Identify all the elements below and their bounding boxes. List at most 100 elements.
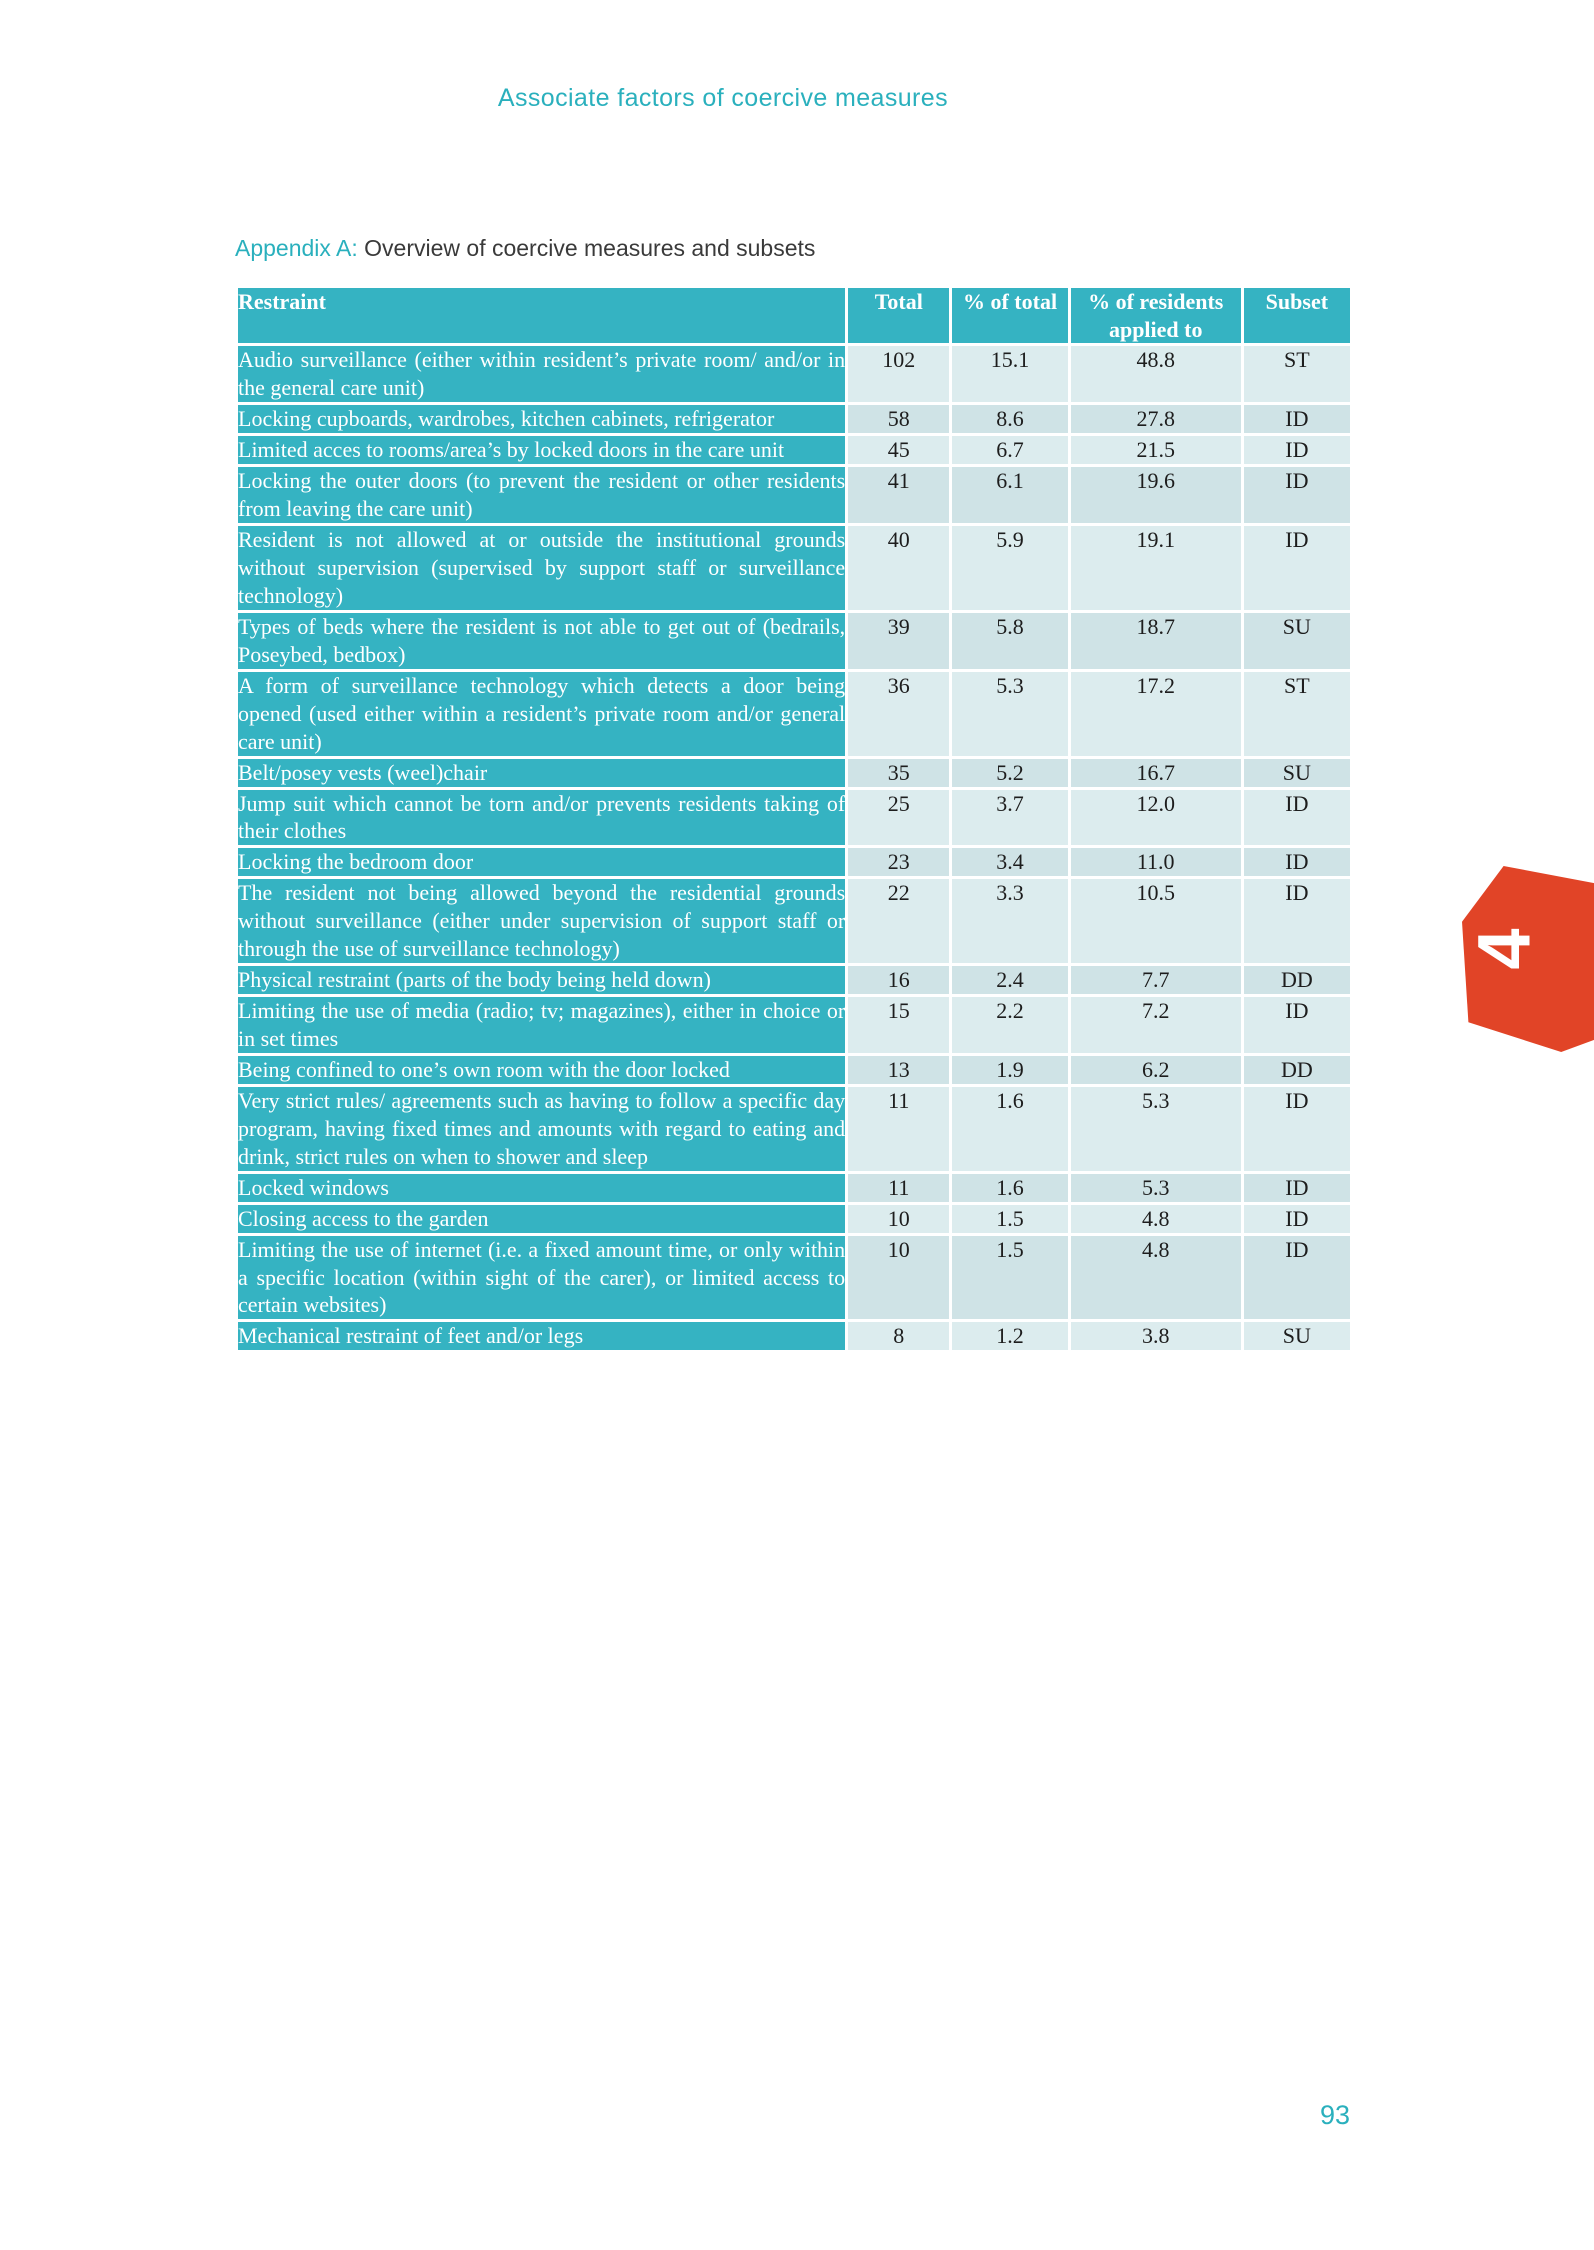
cell-restraint: Jump suit which cannot be torn and/or pr…	[238, 789, 846, 846]
cell-total: 22	[848, 879, 950, 964]
table-row: Limiting the use of internet (i.e. a fix…	[238, 1235, 1350, 1320]
cell-subset: ST	[1243, 346, 1350, 403]
cell-total: 41	[848, 467, 950, 524]
chapter-tab-marker: 4	[1462, 866, 1594, 1052]
cell-pct-of-residents: 3.8	[1070, 1322, 1241, 1351]
table-row: Locking the outer doors (to prevent the …	[238, 467, 1350, 524]
cell-pct-of-total: 8.6	[952, 405, 1068, 434]
table-row: Types of beds where the resident is not …	[238, 612, 1350, 669]
cell-restraint: Locking the outer doors (to prevent the …	[238, 467, 846, 524]
cell-pct-of-total: 1.6	[952, 1173, 1068, 1202]
cell-pct-of-total: 5.2	[952, 758, 1068, 787]
cell-pct-of-total: 5.9	[952, 526, 1068, 610]
cell-subset: ID	[1243, 997, 1350, 1053]
cell-pct-of-total: 5.3	[952, 671, 1068, 756]
cell-pct-of-total: 15.1	[952, 346, 1068, 403]
cell-restraint: Being confined to one’s own room with th…	[238, 1055, 846, 1084]
cell-subset: SU	[1243, 758, 1350, 787]
cell-total: 10	[848, 1204, 950, 1233]
column-header-pct-of-total: % of total	[952, 288, 1068, 344]
table-row: Being confined to one’s own room with th…	[238, 1055, 1350, 1084]
cell-subset: SU	[1243, 612, 1350, 669]
running-head: Associate factors of coercive measures	[497, 84, 948, 112]
cell-restraint: Limiting the use of media (radio; tv; ma…	[238, 997, 846, 1053]
cell-subset: ID	[1243, 789, 1350, 846]
cell-pct-of-total: 5.8	[952, 612, 1068, 669]
cell-pct-of-residents: 12.0	[1070, 789, 1241, 846]
cell-subset: ID	[1243, 879, 1350, 964]
page-number: 93	[1320, 2100, 1351, 2130]
cell-subset: DD	[1243, 966, 1350, 995]
cell-pct-of-total: 1.5	[952, 1235, 1068, 1320]
cell-subset: ID	[1243, 436, 1350, 465]
cell-pct-of-residents: 5.3	[1070, 1173, 1241, 1202]
cell-total: 58	[848, 405, 950, 434]
coercive-measures-table: Restraint Total % of total % of resident…	[235, 285, 1353, 1353]
table-row: Jump suit which cannot be torn and/or pr…	[238, 789, 1350, 846]
cell-pct-of-total: 2.2	[952, 997, 1068, 1053]
cell-subset: ST	[1243, 671, 1350, 756]
column-header-pct-of-residents: % of residents applied to	[1070, 288, 1241, 344]
cell-total: 23	[848, 848, 950, 877]
column-header-total: Total	[848, 288, 950, 344]
cell-pct-of-residents: 4.8	[1070, 1235, 1241, 1320]
cell-restraint: Locked windows	[238, 1173, 846, 1202]
table-row: Belt/posey vests (weel)chair 35 5.2 16.7 SU	[238, 758, 1350, 787]
cell-restraint: A form of surveillance technology which …	[238, 671, 846, 756]
cell-restraint: Locking the bedroom door	[238, 848, 846, 877]
cell-total: 102	[848, 346, 950, 403]
table-body: Audio surveillance (either within reside…	[238, 346, 1350, 1351]
cell-pct-of-residents: 17.2	[1070, 671, 1241, 756]
cell-restraint: Audio surveillance (either within reside…	[238, 346, 846, 403]
table-row: Locking the bedroom door 23 3.4 11.0 ID	[238, 848, 1350, 877]
cell-total: 36	[848, 671, 950, 756]
cell-pct-of-residents: 19.1	[1070, 526, 1241, 610]
table-row: Limited acces to rooms/area’s by locked …	[238, 436, 1350, 465]
cell-pct-of-total: 1.5	[952, 1204, 1068, 1233]
table-row: A form of surveillance technology which …	[238, 671, 1350, 756]
table-header-row: Restraint Total % of total % of resident…	[238, 288, 1350, 344]
table-row: Physical restraint (parts of the body be…	[238, 966, 1350, 995]
table-row: Closing access to the garden 10 1.5 4.8 ID	[238, 1204, 1350, 1233]
table-row: Audio surveillance (either within reside…	[238, 346, 1350, 403]
cell-restraint: Locking cupboards, wardrobes, kitchen ca…	[238, 405, 846, 434]
table-caption-label: Appendix A:	[235, 235, 358, 261]
table-row: Resident is not allowed at or outside th…	[238, 526, 1350, 610]
table-row: Mechanical restraint of feet and/or legs…	[238, 1322, 1350, 1351]
cell-subset: ID	[1243, 526, 1350, 610]
table-row: Locked windows 11 1.6 5.3 ID	[238, 1173, 1350, 1202]
cell-pct-of-residents: 21.5	[1070, 436, 1241, 465]
cell-total: 40	[848, 526, 950, 610]
cell-total: 39	[848, 612, 950, 669]
cell-pct-of-total: 1.2	[952, 1322, 1068, 1351]
cell-pct-of-residents: 7.2	[1070, 997, 1241, 1053]
cell-pct-of-residents: 48.8	[1070, 346, 1241, 403]
cell-subset: ID	[1243, 1173, 1350, 1202]
cell-total: 11	[848, 1086, 950, 1171]
cell-pct-of-residents: 18.7	[1070, 612, 1241, 669]
cell-pct-of-total: 1.9	[952, 1055, 1068, 1084]
cell-restraint: Types of beds where the resident is not …	[238, 612, 846, 669]
cell-total: 8	[848, 1322, 950, 1351]
table-row: Very strict rules/ agreements such as ha…	[238, 1086, 1350, 1171]
cell-pct-of-total: 1.6	[952, 1086, 1068, 1171]
cell-total: 25	[848, 789, 950, 846]
cell-restraint: Limiting the use of internet (i.e. a fix…	[238, 1235, 846, 1320]
cell-restraint: Mechanical restraint of feet and/or legs	[238, 1322, 846, 1351]
cell-total: 15	[848, 997, 950, 1053]
cell-total: 11	[848, 1173, 950, 1202]
cell-restraint: Physical restraint (parts of the body be…	[238, 966, 846, 995]
cell-pct-of-residents: 4.8	[1070, 1204, 1241, 1233]
chapter-tab-number: 4	[1462, 928, 1546, 970]
table-header: Restraint Total % of total % of resident…	[238, 288, 1350, 344]
cell-subset: ID	[1243, 467, 1350, 524]
cell-subset: ID	[1243, 405, 1350, 434]
cell-restraint: Belt/posey vests (weel)chair	[238, 758, 846, 787]
column-header-subset: Subset	[1243, 288, 1350, 344]
cell-total: 45	[848, 436, 950, 465]
cell-subset: ID	[1243, 848, 1350, 877]
table-caption-text: Overview of coercive measures and subset…	[357, 235, 816, 261]
cell-pct-of-residents: 11.0	[1070, 848, 1241, 877]
cell-restraint: Very strict rules/ agreements such as ha…	[238, 1086, 846, 1171]
cell-pct-of-residents: 5.3	[1070, 1086, 1241, 1171]
